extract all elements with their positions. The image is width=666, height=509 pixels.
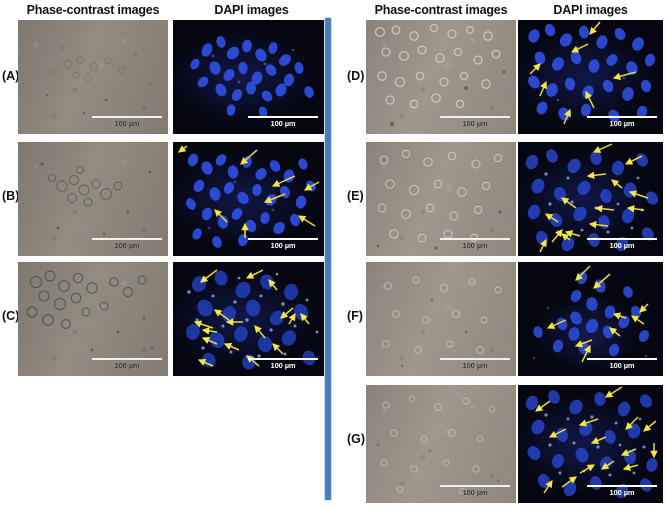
phase-cells-overlay: [375, 23, 506, 126]
phase-vignette: [18, 142, 168, 256]
phase-cells-overlay: [376, 395, 500, 495]
scale-bar-f-dapi: 100 µm: [587, 358, 657, 370]
scale-bar-label: 100 µm: [462, 361, 488, 370]
panel-label-b: (B): [2, 189, 20, 203]
scale-bar-line: [440, 238, 510, 240]
scale-bar-label: 100 µm: [270, 361, 296, 370]
scale-bar-label: 100 µm: [114, 119, 140, 128]
micrograph-a-dapi: 100 µm: [173, 20, 324, 134]
scale-bar-line: [440, 485, 510, 487]
scale-bar-line: [440, 358, 510, 360]
micrograph-d-phase-contrast: 100 µm: [366, 20, 516, 134]
scale-bar-a-phase: 100 µm: [92, 116, 162, 128]
panel-label-f: (F): [347, 309, 363, 323]
phase-cells-overlay: [40, 162, 152, 236]
phase-grain-texture: [18, 20, 168, 134]
micrograph-f-phase-contrast: 100 µm: [366, 262, 516, 376]
scale-bar-b-phase: 100 µm: [92, 238, 162, 250]
scale-bar-line: [92, 116, 162, 118]
apoptosis-arrows-f: [546, 265, 649, 363]
phase-cells-overlay: [382, 276, 502, 368]
header-left-phase-contrast: Phase-contrast images: [26, 3, 160, 17]
micrograph-b-dapi: 100 µm: [173, 142, 324, 256]
scale-bar-label: 100 µm: [462, 119, 488, 128]
scale-bar-a-dapi: 100 µm: [248, 116, 318, 128]
micrograph-f-dapi: 100 µm: [518, 262, 663, 376]
scale-bar-label: 100 µm: [609, 119, 635, 128]
scale-bar-line: [92, 238, 162, 240]
dapi-nuclei-overlay: [186, 153, 316, 248]
apoptosis-arrows-c: [193, 269, 310, 367]
scale-bar-c-dapi: 100 µm: [248, 358, 318, 370]
apoptosis-arrows-g: [535, 386, 658, 494]
scale-bar-d-dapi: 100 µm: [587, 116, 657, 128]
dapi-nuclei-overlay: [525, 390, 658, 499]
scale-bar-g-phase: 100 µm: [440, 485, 510, 497]
micrograph-c-dapi: 100 µm: [173, 262, 324, 376]
header-right-phase-contrast: Phase-contrast images: [374, 3, 508, 17]
scale-bar-f-phase: 100 µm: [440, 358, 510, 370]
panel-label-d: (D): [347, 69, 365, 83]
apoptosis-arrows-b: [178, 145, 320, 238]
scale-bar-line: [440, 116, 510, 118]
scale-bar-e-phase: 100 µm: [440, 238, 510, 250]
micrograph-d-dapi: 100 µm: [518, 20, 663, 134]
panel-label-e: (E): [347, 189, 364, 203]
micrograph-g-phase-contrast: 100 µm: [366, 385, 516, 503]
scale-bar-label: 100 µm: [114, 241, 140, 250]
panel-label-a: (A): [2, 69, 20, 83]
micrograph-e-phase-contrast: 100 µm: [366, 142, 516, 256]
scale-bar-line: [587, 358, 657, 360]
scale-bar-b-dapi: 100 µm: [248, 238, 318, 250]
dapi-halo: [173, 20, 324, 134]
scale-bar-line: [248, 358, 318, 360]
phase-grain-texture: [18, 142, 168, 256]
scale-bar-d-phase: 100 µm: [440, 116, 510, 128]
scale-bar-label: 100 µm: [270, 119, 296, 128]
scale-bar-line: [248, 116, 318, 118]
micrograph-c-phase-contrast: 100 µm: [18, 262, 168, 376]
dapi-nuclei-overlay: [190, 36, 314, 118]
scale-bar-label: 100 µm: [462, 241, 488, 250]
scale-bar-label: 100 µm: [270, 241, 296, 250]
scale-bar-line: [248, 238, 318, 240]
apoptosis-arrows-e: [539, 143, 649, 253]
micrograph-b-phase-contrast: 100 µm: [18, 142, 168, 256]
scale-bar-label: 100 µm: [609, 241, 635, 250]
dapi-nuclei-overlay: [532, 271, 650, 360]
scale-bar-line: [587, 238, 657, 240]
vertical-divider: [325, 18, 331, 500]
scale-bar-line: [92, 358, 162, 360]
scale-bar-line: [587, 485, 657, 487]
scale-bar-g-dapi: 100 µm: [587, 485, 657, 497]
panel-label-c: (C): [2, 309, 20, 323]
header-left-dapi: DAPI images: [214, 3, 289, 17]
header-right-dapi: DAPI images: [553, 3, 628, 17]
panel-label-g: (G): [347, 432, 366, 446]
scale-bar-line: [587, 116, 657, 118]
phase-cells-overlay: [45, 46, 151, 115]
phase-grain-texture: [366, 262, 516, 376]
scale-bar-label: 100 µm: [114, 361, 140, 370]
phase-cells-overlay: [26, 270, 154, 352]
scale-bar-c-phase: 100 µm: [92, 358, 162, 370]
scale-bar-label: 100 µm: [609, 488, 635, 497]
micrograph-e-dapi: 100 µm: [518, 142, 663, 256]
scale-bar-label: 100 µm: [462, 488, 488, 497]
phase-vignette: [18, 20, 168, 134]
scale-bar-e-dapi: 100 µm: [587, 238, 657, 250]
micrograph-g-dapi: 100 µm: [518, 385, 663, 503]
dapi-nuclei-overlay: [186, 270, 319, 370]
apoptosis-arrows-d: [529, 21, 637, 125]
scale-bar-label: 100 µm: [609, 361, 635, 370]
micrograph-a-phase-contrast: 100 µm: [18, 20, 168, 134]
phase-vignette: [366, 262, 516, 376]
